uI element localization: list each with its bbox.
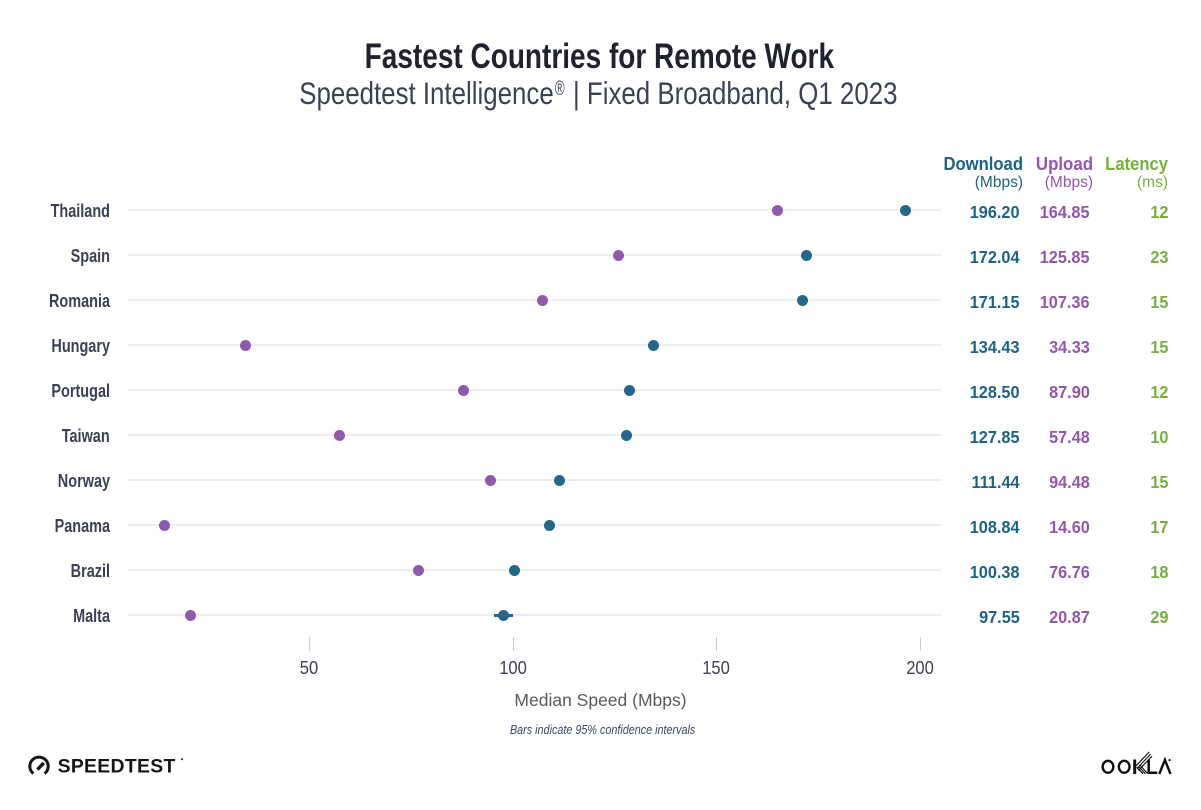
svg-text:SPEEDTEST: SPEEDTEST: [58, 756, 176, 778]
